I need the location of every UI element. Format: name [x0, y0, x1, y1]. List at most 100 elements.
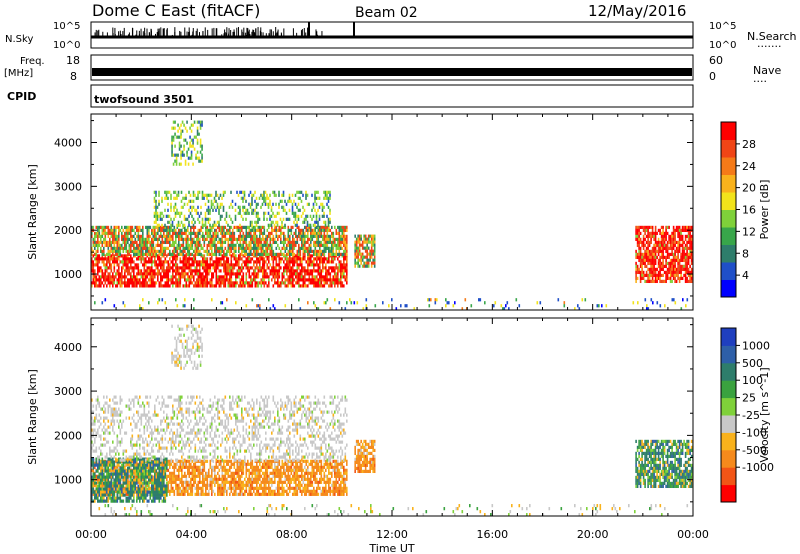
range-cell — [140, 252, 143, 257]
range-cell — [326, 260, 329, 264]
range-cell — [286, 246, 288, 251]
range-cell — [313, 263, 315, 267]
range-cell — [659, 304, 662, 308]
range-cell — [324, 196, 327, 200]
range-cell — [122, 266, 125, 270]
range-cell — [326, 214, 328, 218]
range-cell — [170, 486, 173, 490]
range-cell — [654, 234, 657, 239]
range-cell — [146, 281, 149, 285]
range-cell — [245, 266, 248, 270]
range-cell — [271, 231, 273, 236]
range-cell — [161, 284, 164, 288]
range-cell — [178, 135, 181, 139]
range-cell — [253, 234, 255, 239]
range-cell — [331, 269, 333, 273]
range-cell — [310, 228, 312, 233]
range-cell — [149, 234, 152, 239]
range-cell — [294, 202, 297, 206]
range-cell — [284, 249, 287, 254]
range-cell — [302, 275, 305, 279]
range-cell — [229, 246, 231, 251]
range-cell — [109, 272, 111, 276]
range-cell — [338, 234, 341, 239]
range-cell — [233, 249, 236, 254]
range-cell — [218, 208, 220, 212]
range-cell — [149, 246, 152, 251]
range-cell — [166, 269, 168, 273]
range-cell — [280, 237, 282, 242]
range-cell — [217, 281, 219, 285]
range-cell — [226, 275, 228, 279]
range-cell — [278, 263, 281, 267]
range-cell — [648, 240, 651, 245]
range-cell — [185, 217, 187, 221]
range-cell — [156, 205, 159, 209]
range-cell — [175, 162, 178, 166]
range-cell — [134, 237, 137, 242]
range-cell — [91, 284, 93, 288]
range-cell — [215, 284, 218, 288]
range-cell — [335, 228, 338, 233]
range-cell — [189, 205, 192, 209]
range-cell — [678, 246, 681, 251]
range-cell — [354, 240, 356, 244]
range-cell — [263, 278, 266, 282]
range-cell — [678, 264, 681, 269]
range-cell — [659, 240, 661, 245]
range-cell — [251, 252, 254, 257]
range-cell — [166, 240, 168, 245]
range-cell — [106, 492, 108, 496]
range-cell — [115, 228, 117, 233]
range-cell — [193, 254, 195, 258]
range-cell — [360, 252, 362, 256]
range-cell — [164, 284, 167, 288]
range-cell — [184, 138, 187, 142]
range-cell — [241, 281, 243, 285]
range-cell — [190, 231, 192, 236]
range-cell — [145, 252, 147, 257]
range-cell — [278, 202, 280, 206]
range-cell — [95, 474, 98, 478]
range-cell — [171, 150, 173, 154]
range-cell — [428, 298, 431, 302]
range-cell — [148, 269, 150, 273]
range-cell — [229, 228, 231, 233]
range-cell — [229, 263, 231, 267]
range-cell — [338, 237, 341, 242]
range-cell — [139, 228, 141, 233]
range-cell — [290, 281, 293, 285]
range-cell — [256, 228, 258, 233]
range-cell — [674, 301, 677, 305]
range-cell — [256, 234, 258, 239]
range-cell — [193, 228, 195, 233]
range-cell — [235, 246, 237, 251]
range-cell — [193, 298, 195, 302]
range-cell — [201, 120, 203, 124]
range-cell — [201, 193, 204, 197]
range-cell — [154, 249, 156, 254]
range-cell — [134, 246, 137, 251]
range-cell — [107, 246, 110, 251]
range-cell — [171, 126, 173, 130]
range-cell — [178, 477, 180, 481]
range-cell — [94, 237, 96, 242]
range-cell — [128, 243, 131, 248]
range-cell — [95, 281, 98, 285]
range-cell — [236, 190, 238, 194]
range-cell — [293, 278, 296, 282]
range-cell — [113, 269, 116, 273]
range-cell — [125, 225, 128, 230]
range-cell — [598, 304, 600, 308]
range-cell — [124, 275, 126, 279]
nsky-label: N.Sky — [5, 34, 33, 45]
range-cell — [641, 258, 643, 263]
range-cell — [314, 208, 316, 212]
range-cell — [257, 237, 260, 242]
range-cell — [148, 465, 150, 469]
range-cell — [167, 489, 170, 493]
range-cell — [651, 249, 654, 254]
range-cell — [128, 228, 131, 233]
range-cell — [322, 260, 324, 264]
range-cell — [161, 246, 164, 251]
